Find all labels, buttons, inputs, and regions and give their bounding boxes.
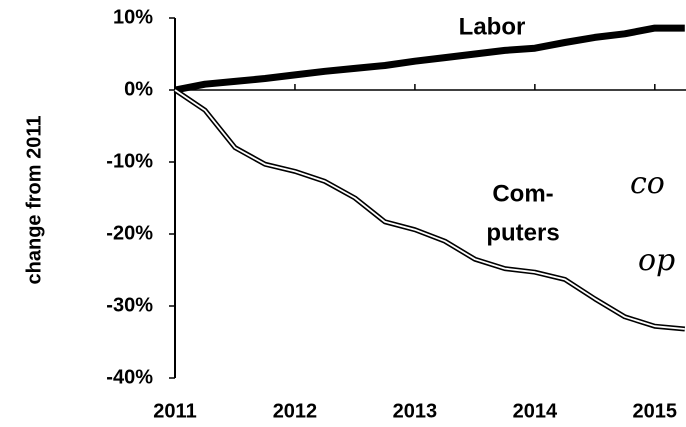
x-tick-label: 2013 <box>393 400 438 422</box>
x-tick-label: 2015 <box>633 400 678 422</box>
y-tick-label: -10% <box>106 150 153 172</box>
handwritten-note: co <box>630 166 665 201</box>
x-tick-label: 2014 <box>513 400 558 422</box>
annotation: Labor <box>459 13 526 40</box>
line-outline <box>173 87 686 332</box>
annotation: puters <box>486 219 559 246</box>
y-tick-label: -20% <box>106 222 153 244</box>
y-tick-label: -40% <box>106 366 153 388</box>
line <box>174 24 685 94</box>
y-tick-label: 10% <box>113 6 153 28</box>
annotation: Com- <box>492 180 553 207</box>
x-tick-label: 2011 <box>153 400 196 422</box>
line-inner <box>174 89 685 330</box>
x-tick-label: 2012 <box>273 400 318 422</box>
y-tick-label: 0% <box>124 78 153 100</box>
y-axis-label: change from 2011 <box>23 116 45 285</box>
handwritten-note: op <box>638 243 675 278</box>
y-tick-label: -30% <box>106 294 153 316</box>
